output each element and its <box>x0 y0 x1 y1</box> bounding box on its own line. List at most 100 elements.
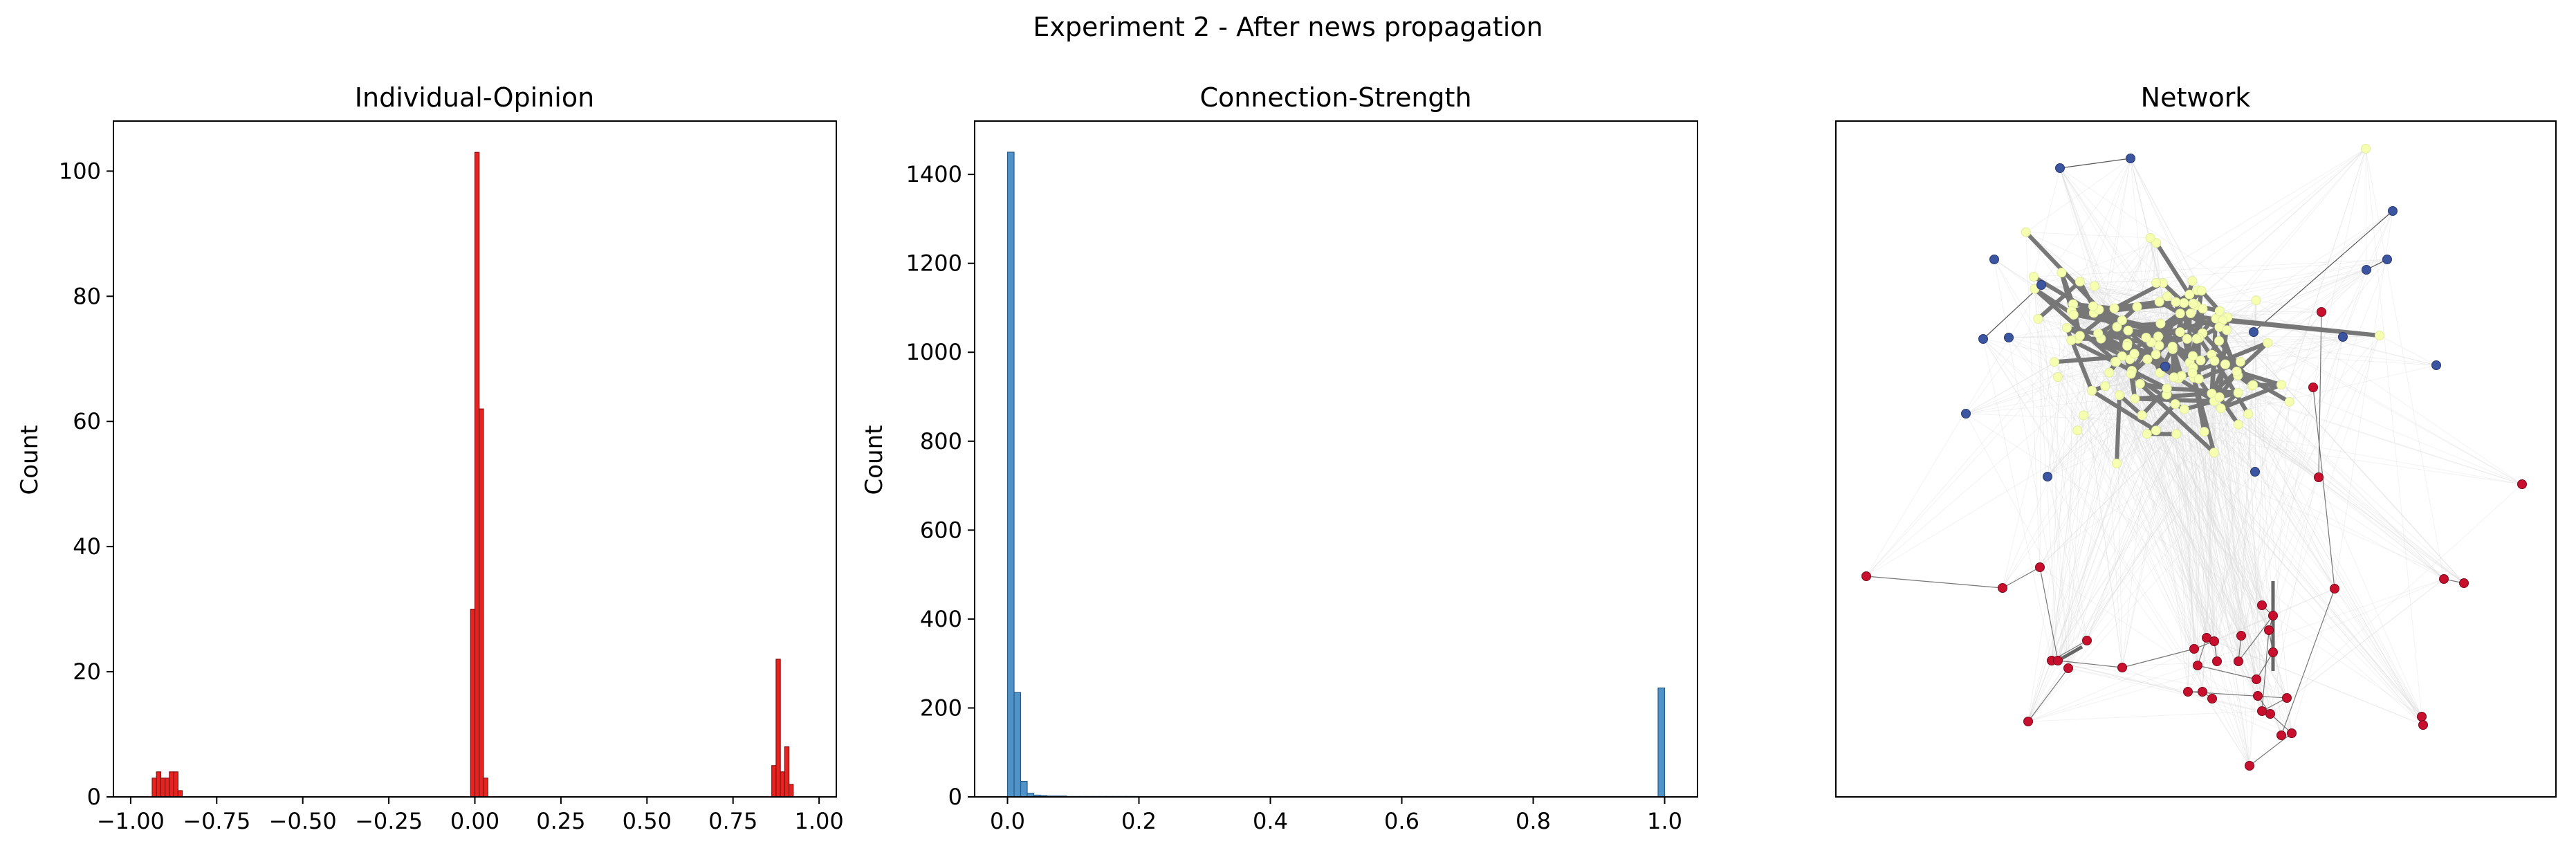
network-background-edge <box>2146 359 2189 692</box>
opinion-yaxis: 0 20 40 60 80 100 <box>59 158 113 810</box>
network-background-edge <box>2059 167 2198 666</box>
connection-xtick-label: 0.0 <box>990 808 1025 834</box>
network-node-red <box>2308 383 2318 392</box>
network-background-edge <box>2206 637 2424 726</box>
network-background-edge <box>2047 327 2068 477</box>
opinion-bar <box>788 784 794 798</box>
network-node-blue <box>1978 334 1988 344</box>
network-node-red <box>2276 730 2286 740</box>
network-background-edge <box>2097 333 2207 638</box>
network-background-edge <box>2216 148 2366 319</box>
network-background-edge <box>2192 367 2424 726</box>
network-node-yellow <box>2100 381 2110 392</box>
network-node-yellow <box>2057 268 2067 278</box>
network-background-edge <box>2237 375 2465 584</box>
network-background-edge <box>2214 385 2254 642</box>
network-node-blue <box>2431 360 2441 370</box>
network-weak-edge <box>2059 158 2131 169</box>
network-background-edge <box>2083 414 2147 434</box>
network-background-edge <box>2033 276 2133 371</box>
network-node-red <box>1998 583 2007 593</box>
network-node-yellow <box>2175 327 2185 338</box>
opinion-xtick-label: 1.00 <box>794 808 843 834</box>
network-panel: Network <box>1835 82 2557 798</box>
network-node-yellow <box>2093 329 2104 339</box>
network-background-edge <box>2079 280 2193 282</box>
network-node-yellow <box>2214 335 2225 346</box>
connection-ytick-label: 1200 <box>906 250 962 277</box>
network-background-edge <box>2216 210 2393 662</box>
network-background-edge <box>2187 148 2366 692</box>
network-background-edge <box>2051 158 2131 661</box>
network-background-edge <box>2175 404 2198 666</box>
network-node-yellow <box>2169 372 2179 383</box>
opinion-bar <box>771 765 777 798</box>
opinion-xtick-label: 0.25 <box>536 808 585 834</box>
network-node-yellow <box>2111 357 2122 367</box>
network-node-red <box>2234 656 2243 666</box>
connection-histogram-ylabel: Count <box>861 425 888 495</box>
network-node-yellow <box>2074 277 2085 287</box>
network-node-yellow <box>2193 374 2204 384</box>
network-background-edge <box>2126 148 2366 347</box>
network-background-edge <box>2249 342 2268 766</box>
network-node-yellow <box>2151 277 2162 288</box>
network-node-yellow <box>2130 394 2140 404</box>
network-background-edge <box>2155 243 2198 666</box>
opinion-xtick-label: −0.75 <box>183 808 250 834</box>
network-node-yellow <box>2122 340 2133 351</box>
network-background-edge <box>2193 210 2393 650</box>
network-background-edge <box>2027 356 2123 722</box>
network-background-edge <box>1965 413 2238 425</box>
network-node-yellow <box>2089 281 2099 291</box>
network-background-edge <box>2199 259 2388 338</box>
opinion-xtick-label: 0.00 <box>450 808 499 834</box>
network-background-edge <box>2214 360 2292 734</box>
network-background-edge <box>2059 167 2271 715</box>
network-background-edge <box>2122 336 2159 668</box>
network-background-edge <box>2057 338 2200 661</box>
network-background-edge <box>2187 691 2292 734</box>
network-background-edge <box>2257 387 2314 697</box>
network-background-edge <box>2134 353 2215 642</box>
network-node-red <box>2418 720 2428 730</box>
network-strong-edge <box>2218 383 2283 411</box>
network-background-edge <box>2083 414 2465 584</box>
network-node-yellow <box>2196 286 2207 296</box>
network-node-yellow <box>2251 295 2261 306</box>
network-background-edge <box>2184 409 2218 662</box>
network-node-yellow <box>2029 272 2039 282</box>
network-background-edge <box>2141 415 2215 642</box>
connection-histogram-panel: Connection-Strength Count 0.0 0.2 0.4 0.6 0.… <box>861 82 1698 834</box>
network-weak-edge <box>2057 660 2123 668</box>
network-node-blue <box>2338 332 2348 342</box>
network-background-edge <box>2116 360 2201 464</box>
network-node-yellow <box>2088 301 2098 311</box>
network-background-edge <box>2365 148 2422 717</box>
network-background-edge <box>2272 401 2290 653</box>
network-node-yellow <box>2155 367 2165 378</box>
opinion-xtick-label: 0.75 <box>708 808 757 834</box>
network-background-edge <box>2193 148 2366 304</box>
network-background-edge <box>2321 210 2393 313</box>
network-node-red <box>2253 691 2263 701</box>
opinion-bar <box>165 778 170 798</box>
network-node-yellow <box>2087 385 2097 396</box>
network-background-edge <box>2126 345 2250 766</box>
network-background-edge <box>2334 210 2393 589</box>
opinion-xtick-label: −0.50 <box>269 808 337 834</box>
network-background-edge <box>2175 434 2242 636</box>
network-node-yellow <box>2033 313 2043 324</box>
network-background-edge <box>1965 413 2088 641</box>
connection-xtick-label: 0.6 <box>1384 808 1419 834</box>
network-weak-edge <box>2318 311 2322 478</box>
network-node-yellow <box>2145 232 2155 243</box>
network-node-blue <box>2160 362 2170 371</box>
network-weak-edge <box>2027 668 2069 722</box>
connection-xtick-label: 0.4 <box>1253 808 1288 834</box>
network-node-blue <box>2388 206 2398 216</box>
network-background-edge <box>2122 356 2292 734</box>
opinion-bar <box>173 771 178 798</box>
network-background-edge <box>2181 376 2215 642</box>
network-strong-edge <box>2099 336 2137 356</box>
